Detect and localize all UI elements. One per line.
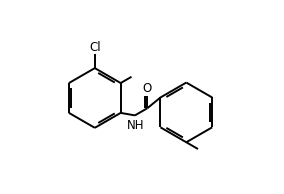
Text: O: O — [143, 82, 152, 95]
Text: NH: NH — [127, 119, 144, 132]
Text: Cl: Cl — [89, 41, 101, 54]
